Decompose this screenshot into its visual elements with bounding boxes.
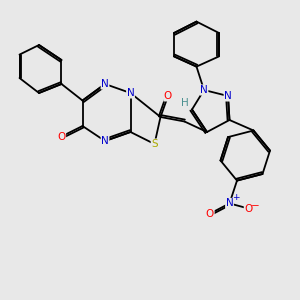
Text: N: N <box>224 91 232 101</box>
Text: +: + <box>232 194 240 202</box>
Text: O: O <box>206 208 214 219</box>
Text: N: N <box>226 198 233 208</box>
Text: −: − <box>250 200 260 211</box>
Text: H: H <box>181 98 188 109</box>
Text: O: O <box>244 203 253 214</box>
Text: S: S <box>151 139 158 149</box>
Text: O: O <box>57 131 66 142</box>
Text: N: N <box>101 79 109 89</box>
Text: N: N <box>200 85 208 95</box>
Text: N: N <box>101 136 109 146</box>
Text: O: O <box>164 91 172 101</box>
Text: N: N <box>127 88 134 98</box>
